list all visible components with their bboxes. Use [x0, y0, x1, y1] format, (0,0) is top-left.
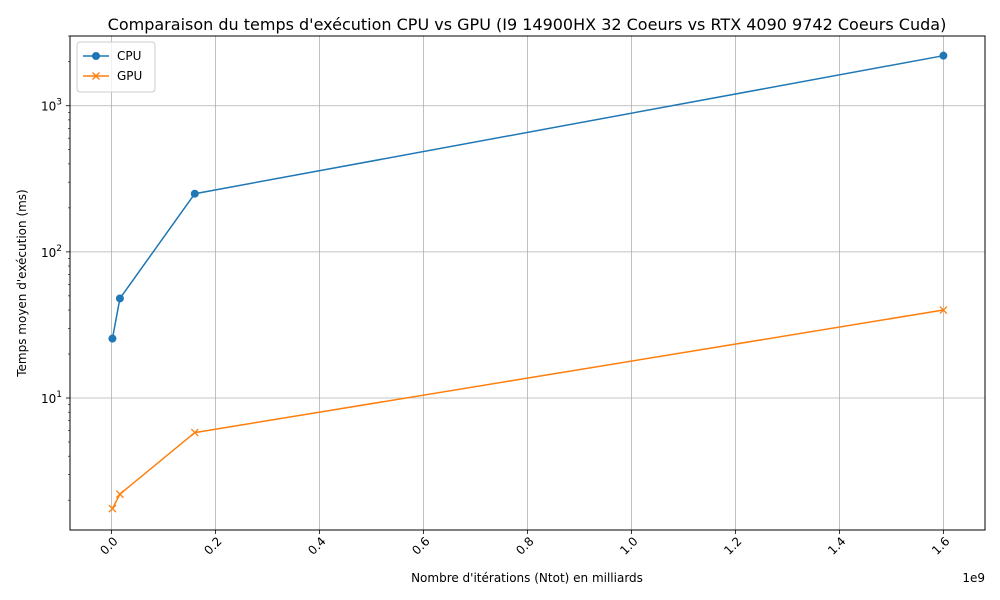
data-point-cpu — [108, 334, 117, 343]
series-layer — [108, 51, 948, 513]
legend-item-gpu: GPU — [83, 69, 142, 83]
legend-box — [76, 41, 156, 93]
data-point-cpu — [115, 294, 124, 303]
legend-marker — [92, 52, 100, 60]
x-axis-label: Nombre d'itérations (Ntot) en milliards — [411, 571, 643, 585]
data-point-gpu — [108, 504, 117, 513]
data-point-gpu — [115, 490, 124, 499]
legend: CPU GPU — [76, 41, 156, 93]
data-point-gpu — [939, 306, 948, 314]
x-tick-label: 1.4 — [825, 534, 848, 557]
tick-layer: 0.0 0.2 0.4 0.6 0.8 1.0 1.2 1.4 1.6 101 102 103 — [41, 35, 953, 558]
data-point-cpu — [190, 189, 199, 198]
y-axis-label: Temps moyen d'exécution (ms) — [15, 189, 29, 378]
x-tick-label: 0.2 — [201, 534, 224, 557]
legend-item-cpu: CPU — [83, 49, 141, 63]
legend-marker — [92, 72, 100, 80]
x-tick-label: 1.2 — [721, 534, 744, 557]
legend-label: CPU — [117, 49, 141, 63]
series-line-gpu — [111, 309, 944, 509]
x-tick-label: 1.6 — [929, 534, 952, 557]
y-tick-label: 103 — [41, 98, 62, 114]
x-tick-label: 0.6 — [409, 534, 432, 557]
grid — [70, 36, 985, 530]
y-tick-label: 101 — [41, 390, 62, 406]
x-axis-offset-label: 1e9 — [962, 571, 985, 585]
data-point-cpu — [939, 51, 948, 60]
series-line-cpu — [111, 54, 944, 339]
y-tick-label: 102 — [41, 244, 62, 260]
x-tick-label: 1.0 — [617, 534, 640, 557]
x-tick-label: 0.8 — [513, 534, 536, 557]
x-tick-label: 0.0 — [97, 534, 120, 557]
x-tick-label: 0.4 — [305, 534, 328, 557]
legend-label: GPU — [117, 69, 142, 83]
chart-title: Comparaison du temps d'exécution CPU vs … — [108, 15, 947, 34]
data-point-gpu — [190, 428, 199, 437]
